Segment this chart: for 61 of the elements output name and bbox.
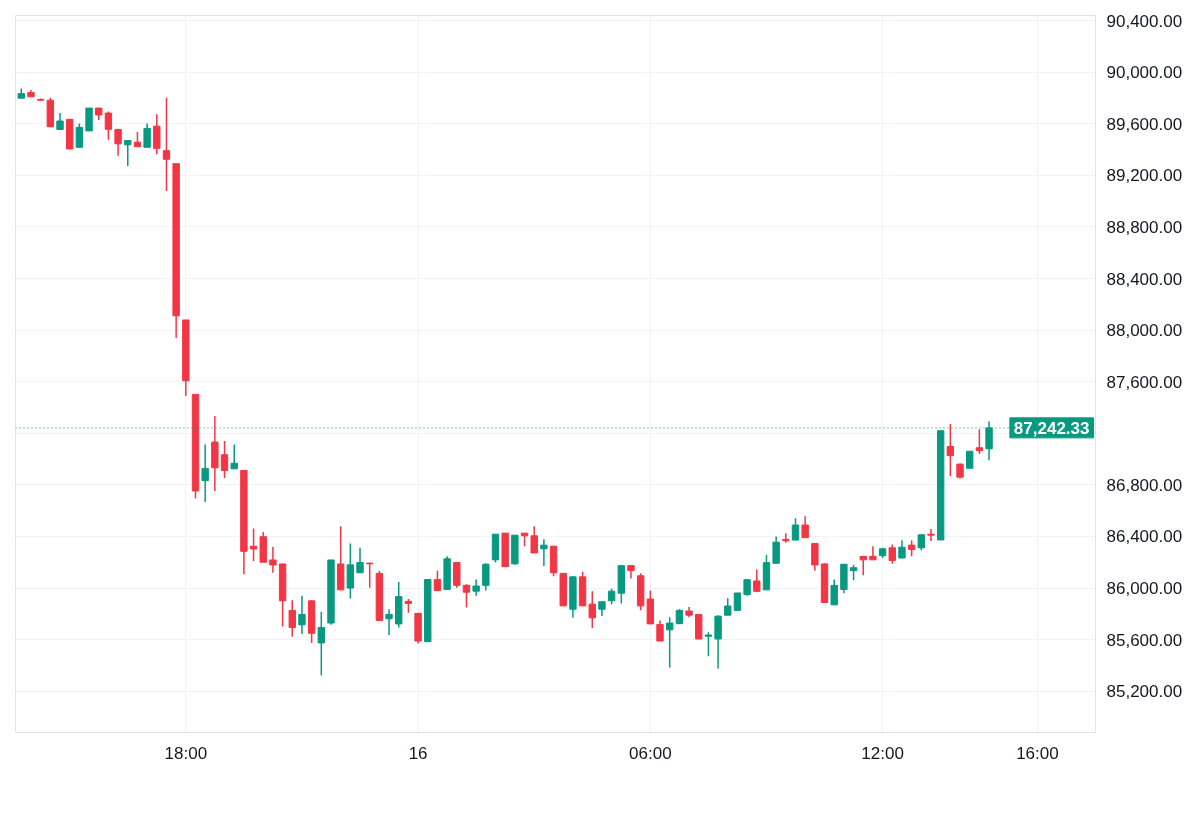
candlestick: [656, 619, 664, 642]
candlestick: [143, 122, 151, 149]
candlestick: [530, 525, 538, 554]
y-tick-label: 86,400.00: [1106, 527, 1183, 547]
candlestick: [540, 538, 548, 567]
candlestick: [462, 583, 471, 609]
candlestick: [772, 535, 780, 565]
candlestick: [288, 599, 296, 638]
candlestick: [75, 122, 84, 149]
y-tick-label: 86,000.00: [1106, 579, 1183, 599]
x-tick-label: 06:00: [629, 743, 672, 763]
candlestick: [298, 594, 306, 635]
candlestick: [811, 542, 819, 572]
candlestick: [714, 614, 722, 670]
candlestick: [453, 561, 461, 589]
y-tick-label: 89,600.00: [1106, 114, 1183, 134]
candlestick: [946, 423, 955, 477]
candlestick: [927, 528, 935, 542]
y-tick-label: 90,400.00: [1106, 11, 1183, 31]
candlestick: [104, 110, 113, 141]
y-tick-label: 88,800.00: [1106, 217, 1183, 237]
x-tick-label: 18:00: [164, 743, 208, 763]
candlestick: [888, 543, 896, 565]
y-tick-label: 88,400.00: [1106, 269, 1183, 289]
candlestick: [433, 569, 442, 592]
candlestick: [220, 440, 229, 479]
x-tick-label: 12:00: [861, 743, 904, 763]
candlestick: [356, 547, 364, 574]
y-tick-label: 85,600.00: [1106, 630, 1183, 650]
candlestick: [114, 128, 122, 157]
y-tick-label: 87,600.00: [1106, 372, 1183, 392]
candlestick: [704, 631, 713, 657]
candlestick: [249, 527, 258, 562]
candlestick: [201, 443, 209, 503]
y-tick-label: 88,000.00: [1106, 321, 1183, 341]
candlestick: [869, 545, 877, 561]
candlestick: [346, 542, 355, 600]
candlestick: [124, 139, 132, 167]
candlestick: [830, 578, 838, 606]
candlestick: [588, 590, 596, 629]
candlestick: [162, 97, 171, 192]
candlestick: [85, 107, 93, 132]
candlestick: [782, 532, 790, 544]
candlestick: [385, 608, 393, 636]
candlestick: [230, 443, 238, 470]
candlestick: [859, 555, 867, 576]
y-tick-label: 89,200.00: [1106, 166, 1183, 186]
candlestick: [801, 515, 809, 539]
candlestick: [317, 611, 325, 676]
ref-line-label: 87,242.33: [1013, 418, 1090, 438]
x-tick-label: 16: [408, 743, 428, 763]
candlestick: [975, 428, 984, 455]
candlestick: [666, 616, 674, 669]
y-tick-label: 90,000.00: [1106, 63, 1183, 83]
x-tick-label: 16:00: [1016, 743, 1059, 763]
candlestick: [269, 546, 277, 574]
y-tick-label: 85,200.00: [1106, 682, 1183, 702]
candlestick: [482, 562, 490, 592]
candlestick: [153, 113, 161, 155]
y-tick-label: 86,800.00: [1106, 475, 1183, 495]
candlestick: [791, 517, 800, 541]
